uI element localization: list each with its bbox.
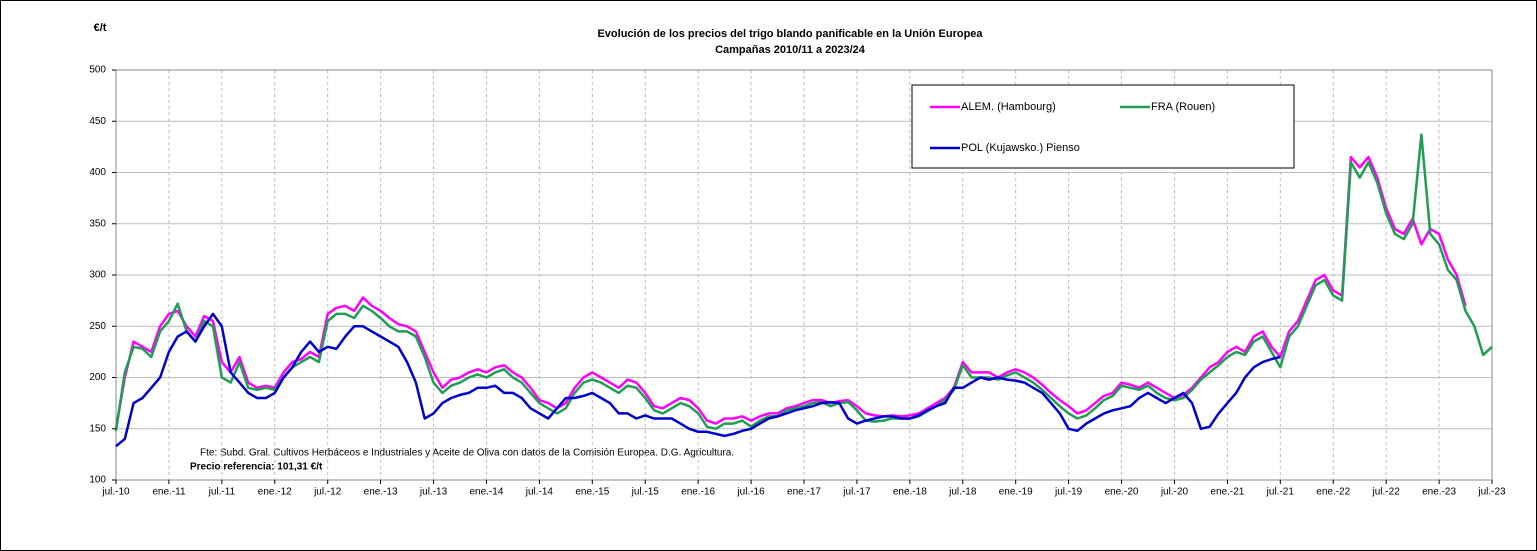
y-tick-label: 400 [89,167,106,178]
x-tick-label: jul.-22 [1372,487,1401,498]
x-tick-label: ene.-19 [999,487,1033,498]
x-tick-label: ene.-12 [258,487,292,498]
x-tick-label: jul.-13 [419,487,448,498]
chart-subtitle: Campañas 2010/11 a 2023/24 [715,44,866,56]
x-tick-label: jul.-14 [525,487,554,498]
y-tick-label: 150 [89,423,106,434]
x-tick-label: ene.-15 [575,487,609,498]
x-tick-label: jul.-20 [1160,487,1189,498]
y-tick-label: 200 [89,372,106,383]
series-line [114,155,1467,430]
x-tick-label: jul.-12 [313,487,342,498]
x-tick-label: ene.-18 [893,487,927,498]
x-tick-label: ene.-14 [470,487,504,498]
x-tick-label: jul.-11 [208,487,236,498]
x-tick-label: ene.-23 [1422,487,1456,498]
x-tick-label: jul.-21 [1266,487,1295,498]
x-tick-label: jul.-15 [631,487,660,498]
series-line [115,312,1281,448]
chart-title: Evolución de los precios del trigo bland… [597,28,983,40]
legend-label: POL (Kujawsko.) Pienso [961,142,1080,154]
legend-label: ALEM. (Hambourg) [961,101,1056,113]
x-tick-label: jul.-17 [842,487,871,498]
y-tick-label: 250 [89,321,106,332]
x-tick-label: ene.-17 [787,487,821,498]
y-axis-label: €/t [94,22,107,34]
x-tick-label: jul.-18 [948,487,977,498]
source-note: Fte: Subd. Gral. Cultivos Herbáceos e In… [200,448,734,459]
reference-price: Precio referencia: 101,31 €/t [190,462,323,473]
x-tick-label: ene.-20 [1105,487,1139,498]
y-tick-label: 350 [89,218,106,229]
x-tick-label: jul.-19 [1054,487,1083,498]
x-tick-label: jul.-10 [101,487,130,498]
y-tick-label: 100 [89,475,106,486]
series-line [114,133,1493,431]
x-tick-label: ene.-22 [1316,487,1350,498]
y-tick-label: 450 [89,116,106,127]
x-tick-label: ene.-13 [364,487,398,498]
legend-box [911,84,1295,169]
y-tick-label: 300 [89,270,106,281]
y-tick-label: 500 [89,65,106,76]
legend-label: FRA (Rouen) [1151,101,1215,113]
x-tick-label: ene.-11 [152,487,186,498]
x-tick-label: jul.-23 [1477,487,1506,498]
x-tick-label: ene.-21 [1210,487,1244,498]
x-tick-label: jul.-16 [736,487,765,498]
x-tick-label: ene.-16 [681,487,715,498]
